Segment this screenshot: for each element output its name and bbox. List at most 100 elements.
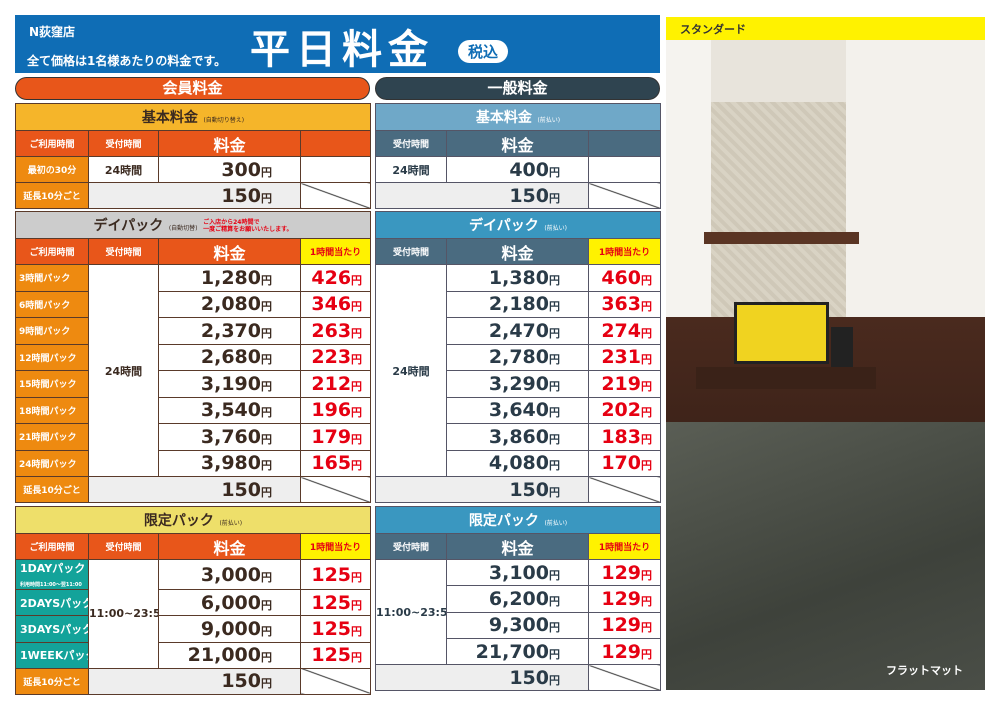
column-header: ご利用時間 bbox=[15, 130, 89, 157]
column-header: 1時間当たり bbox=[587, 533, 662, 560]
price-note: 全て価格は1名様あたりの料金です。 bbox=[27, 54, 227, 68]
price: 3,000円 bbox=[158, 559, 301, 590]
desk bbox=[696, 367, 876, 389]
per-hour-price: 129円 bbox=[587, 637, 662, 666]
member-day-table: デイパック (自動切替) ご入店から24時間で 一度ご精算をお願いいたします。 ご利… bbox=[14, 211, 372, 503]
wallpaper bbox=[711, 102, 846, 332]
pack-row: 18時間パック 3,540円 196円 bbox=[15, 396, 372, 424]
per-hour-price: 196円 bbox=[299, 396, 372, 424]
price: 21,000円 bbox=[158, 641, 301, 669]
section-heading: 限定パック (前払い) bbox=[14, 506, 372, 534]
reception-hours: 24時間 bbox=[375, 156, 447, 183]
pack-label: 1WEEKパック bbox=[15, 641, 89, 669]
pack-label: 12時間パック bbox=[15, 343, 89, 371]
first-30-min: 最初の30分 bbox=[15, 156, 89, 183]
per-hour-price: 129円 bbox=[587, 585, 662, 613]
extension-price: 150円 bbox=[88, 476, 301, 503]
room-type-label: スタンダード bbox=[666, 17, 985, 40]
price: 9,300円 bbox=[446, 611, 589, 639]
extension-price: 150円 bbox=[375, 664, 589, 692]
price: 2,370円 bbox=[158, 317, 301, 345]
per-hour-price: 165円 bbox=[299, 449, 372, 477]
column-header: 料金 bbox=[158, 533, 301, 560]
wall bbox=[846, 40, 985, 340]
per-hour-price: 125円 bbox=[299, 641, 372, 669]
column-header: 受付時間 bbox=[375, 130, 447, 157]
price: 400円 bbox=[446, 156, 589, 183]
store-name: N荻窪店 bbox=[29, 25, 76, 39]
per-hour-price: 231円 bbox=[588, 343, 661, 371]
reception-hours: 11:00~23:59 bbox=[88, 559, 159, 669]
pack-row: 24時間 1,380円 460円 bbox=[375, 264, 661, 477]
per-hour-price: 212円 bbox=[299, 370, 372, 398]
pack-label: 6時間パック bbox=[15, 290, 89, 318]
price: 300円 bbox=[158, 156, 301, 183]
general-day-table: デイパック (前払い) 受付時間 料金 1時間当たり 24時間 1,380円 460円 2,1… bbox=[375, 211, 661, 503]
per-hour-price: 202円 bbox=[588, 396, 661, 424]
extension-price: 150円 bbox=[375, 476, 589, 503]
price: 21,700円 bbox=[446, 637, 589, 666]
reception-hours: 24時間 bbox=[88, 156, 159, 183]
pack-label: 3DAYSパック bbox=[15, 615, 89, 643]
extension-label: 延長10分ごと bbox=[15, 667, 89, 695]
per-hour-price: 460円 bbox=[588, 264, 661, 292]
shelf bbox=[704, 232, 859, 244]
column-header: ご利用時間 bbox=[15, 533, 89, 560]
price: 6,200円 bbox=[446, 585, 589, 613]
price: 3,640円 bbox=[446, 396, 589, 424]
per-hour-price: 129円 bbox=[587, 558, 662, 587]
price: 4,080円 bbox=[446, 449, 589, 477]
column-header: 1時間当たり bbox=[299, 533, 372, 560]
day-pack-notice: ご入店から24時間で 一度ご精算をお願いいたします。 bbox=[203, 218, 293, 233]
price: 3,860円 bbox=[446, 423, 589, 451]
member-limited-table: 限定パック (前払い) ご利用時間 受付時間 料金 1時間当たり 1DAYパック 利用時間1… bbox=[14, 506, 372, 695]
pack-label: 15時間パック bbox=[15, 370, 89, 398]
reception-hours: 24時間 bbox=[88, 264, 159, 477]
price: 9,000円 bbox=[158, 615, 301, 643]
pack-row: 3,640円 202円 bbox=[376, 396, 661, 424]
per-hour-price: 426円 bbox=[299, 264, 372, 292]
price: 2,080円 bbox=[158, 290, 301, 318]
column-header: 1時間当たり bbox=[299, 238, 372, 265]
price: 3,980円 bbox=[158, 449, 301, 477]
price: 3,540円 bbox=[158, 396, 301, 424]
price: 2,680円 bbox=[158, 343, 301, 371]
per-hour-price: 219円 bbox=[588, 370, 661, 398]
price: 3,100円 bbox=[446, 558, 589, 587]
general-limited-table: 限定パック (前払い)受付時間料金1時間当たり11:00~23:593,100円… bbox=[374, 506, 662, 692]
pack-row: 6,200円 129円 bbox=[376, 585, 662, 613]
reception-hours: 11:00~23:59 bbox=[375, 558, 447, 666]
section-heading: デイパック (自動切替) ご入店から24時間で 一度ご精算をお願いいたします。 bbox=[14, 211, 372, 239]
extension-price: 150円 bbox=[88, 182, 301, 209]
monitor bbox=[734, 302, 829, 364]
per-hour-price: 129円 bbox=[587, 611, 662, 639]
column-header: 料金 bbox=[158, 238, 301, 265]
section-heading: 基本料金 (自動切り替え) bbox=[14, 103, 372, 131]
price: 2,780円 bbox=[446, 343, 589, 371]
price: 2,470円 bbox=[446, 317, 589, 345]
price: 1,380円 bbox=[446, 264, 589, 292]
flat-mat bbox=[666, 422, 985, 690]
pack-label: 1DAYパック 利用時間11:00～翌11:00 bbox=[15, 559, 89, 590]
pack-row: 2,180円 363円 bbox=[376, 290, 661, 318]
column-header: 受付時間 bbox=[88, 130, 159, 157]
wall bbox=[666, 40, 711, 340]
pack-label: 21時間パック bbox=[15, 423, 89, 451]
per-hour-price: 223円 bbox=[299, 343, 372, 371]
tax-badge: 税込 bbox=[458, 40, 509, 63]
column-header: ご利用時間 bbox=[15, 238, 89, 265]
price: 1,280円 bbox=[158, 264, 301, 292]
pack-label: 9時間パック bbox=[15, 317, 89, 345]
pack-row: 3時間パック 24時間 1,280円 426円 bbox=[15, 264, 372, 477]
page-title: 平日料金 bbox=[250, 27, 434, 73]
column-header: 料金 bbox=[158, 130, 301, 157]
pack-row: 9,300円 129円 bbox=[376, 611, 662, 639]
per-hour-price: 125円 bbox=[299, 615, 372, 643]
pack-label: 2DAYSパック bbox=[15, 588, 89, 617]
pack-row: 21時間パック 3,760円 179円 bbox=[15, 423, 372, 451]
section-heading: デイパック (前払い) bbox=[375, 211, 661, 239]
reception-hours: 24時間 bbox=[375, 264, 447, 477]
pack-row: 24時間パック 3,980円 165円 bbox=[15, 449, 372, 477]
